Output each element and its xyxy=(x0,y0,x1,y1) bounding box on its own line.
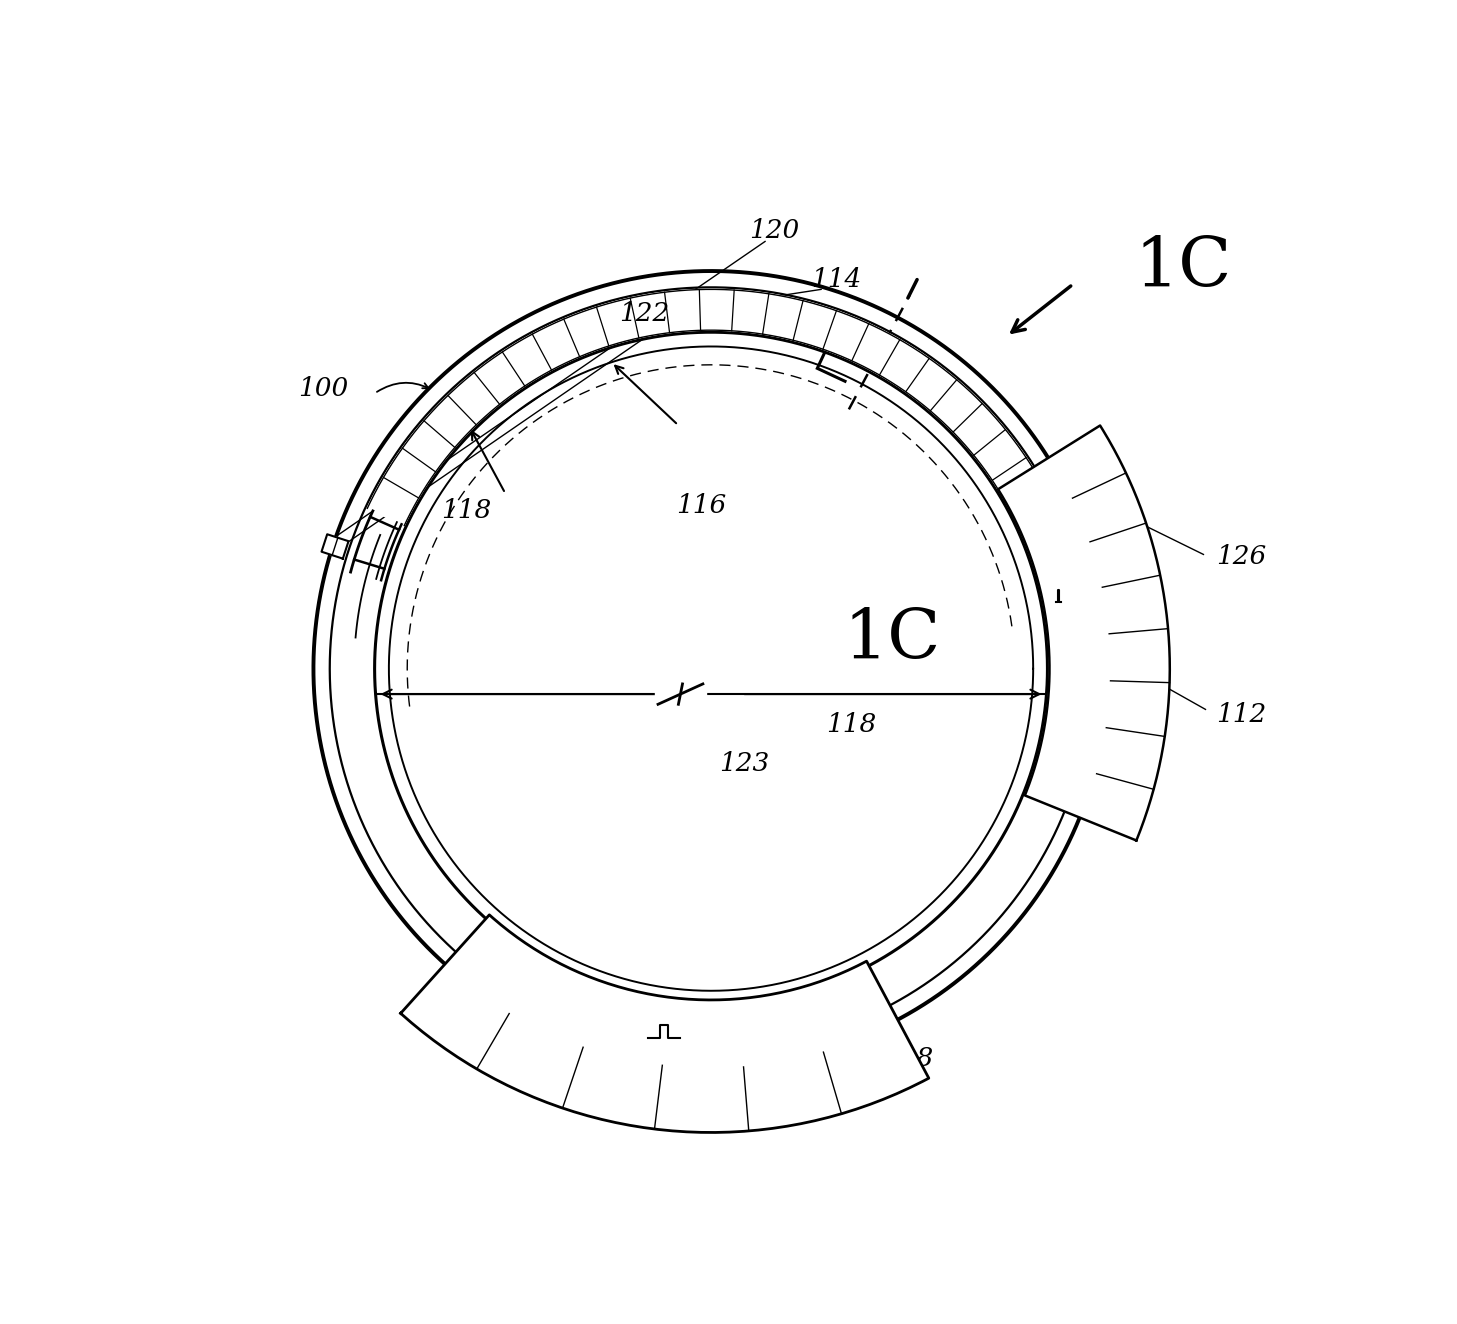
Polygon shape xyxy=(322,535,348,559)
Polygon shape xyxy=(367,290,1072,564)
Text: 118: 118 xyxy=(826,712,877,737)
Text: 123: 123 xyxy=(720,751,769,776)
Text: 100: 100 xyxy=(299,376,348,401)
Text: 114: 114 xyxy=(812,266,861,291)
Text: 1C: 1C xyxy=(844,606,941,674)
Text: 1C: 1C xyxy=(1134,234,1231,301)
Text: 118: 118 xyxy=(441,498,491,523)
Text: 112: 112 xyxy=(1215,702,1266,727)
Text: 126: 126 xyxy=(1215,544,1266,569)
Text: 120: 120 xyxy=(749,217,800,242)
Text: 122: 122 xyxy=(619,302,670,326)
Text: 128: 128 xyxy=(883,1046,932,1071)
Polygon shape xyxy=(401,915,928,1132)
Text: 116: 116 xyxy=(676,493,726,518)
Polygon shape xyxy=(998,425,1170,841)
